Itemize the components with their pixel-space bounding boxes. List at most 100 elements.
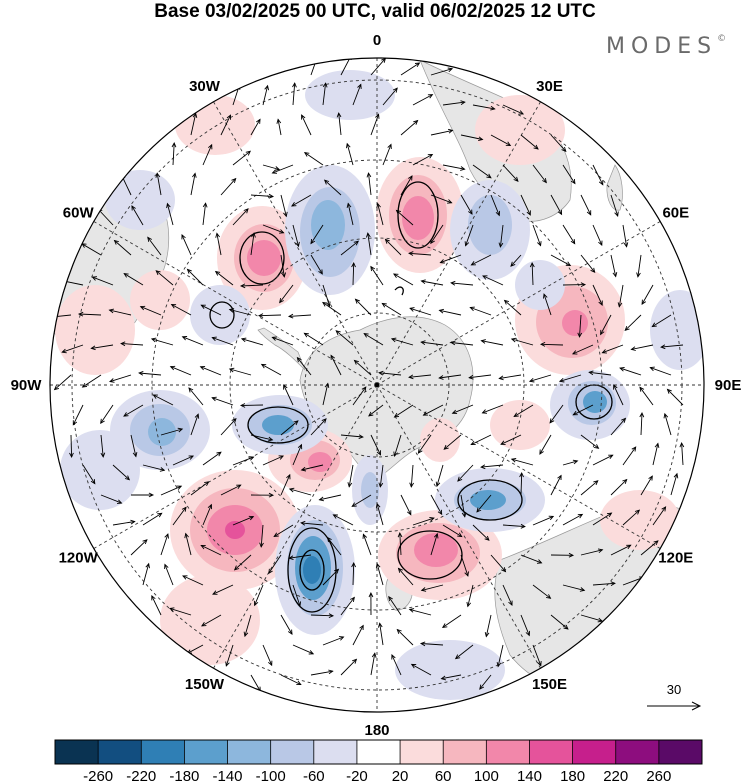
wind-arrow xyxy=(393,404,414,418)
wind-arrow xyxy=(649,366,672,376)
colorbar-swatch xyxy=(400,740,444,764)
wind-arrow xyxy=(250,193,275,199)
wind-arrow xyxy=(366,172,372,196)
colorbar-swatch xyxy=(356,740,401,764)
wind-arrow xyxy=(490,554,507,573)
wind-arrow xyxy=(562,513,584,526)
wind-arrow xyxy=(460,134,484,142)
wind-arrow xyxy=(409,307,432,316)
wind-arrow xyxy=(240,337,264,346)
wind-arrow xyxy=(233,554,252,571)
wind-arrow xyxy=(280,674,302,686)
colorbar-swatch xyxy=(658,740,703,764)
wind-arrow xyxy=(652,442,660,466)
wind-arrow xyxy=(259,524,264,548)
wind-arrow xyxy=(490,194,501,217)
meridian-label: 150W xyxy=(185,676,225,693)
wind-arrow xyxy=(562,282,587,288)
wind-arrow xyxy=(430,532,439,556)
wind-arrow xyxy=(190,172,197,196)
wind-arrow xyxy=(592,581,616,586)
wind-arrow xyxy=(438,374,462,380)
wind-arrow xyxy=(200,544,222,556)
wind-arrow xyxy=(215,232,222,256)
wind-arrow xyxy=(112,519,136,526)
wind-arrow xyxy=(580,254,596,273)
wind-arrow xyxy=(409,464,414,488)
wind-arrow xyxy=(580,194,592,216)
wind-arrow xyxy=(441,614,462,628)
wind-arrow xyxy=(435,464,444,488)
wind-arrow xyxy=(318,494,342,502)
wind-arrow xyxy=(510,254,522,267)
wind-arrow xyxy=(160,533,169,556)
wind-arrow xyxy=(472,164,492,179)
wind-arrow xyxy=(442,100,466,106)
colorbar-swatch xyxy=(184,740,229,764)
wind-arrow xyxy=(225,644,234,667)
wind-arrow xyxy=(164,563,174,586)
wind-arrow xyxy=(460,554,469,577)
wind-arrow xyxy=(430,128,454,136)
wind-arrow xyxy=(292,443,303,466)
wind-arrow xyxy=(262,164,281,171)
height-anomaly-positive xyxy=(55,95,680,665)
wind-arrow xyxy=(171,141,177,166)
wind-arrow xyxy=(72,404,84,426)
wind-arrow xyxy=(120,341,144,347)
wind-arrow xyxy=(502,164,519,182)
wind-arrow xyxy=(322,284,331,307)
wind-arrow xyxy=(532,584,552,599)
meridian-label: 90W xyxy=(11,377,43,394)
wind-arrow xyxy=(613,384,624,406)
map-title: Base 03/02/2025 00 UTC, valid 06/02/2025… xyxy=(154,1,596,22)
wind-arrow xyxy=(352,83,362,106)
colorbar-label: -100 xyxy=(256,768,286,783)
wind-arrow xyxy=(532,515,555,526)
wind-arrow xyxy=(262,84,270,106)
colorbar-label: 20 xyxy=(392,768,409,783)
wind-arrow xyxy=(400,119,419,136)
wind-arrow xyxy=(130,434,138,458)
wind-arrow xyxy=(184,532,192,556)
wind-arrow xyxy=(276,118,282,136)
wind-arrow xyxy=(232,515,255,526)
wind-arrow xyxy=(562,584,586,592)
colorbar-label: -220 xyxy=(126,768,156,783)
wind-arrow xyxy=(340,596,355,616)
wind-arrow xyxy=(571,344,594,355)
wind-arrow xyxy=(152,394,174,406)
wind-arrow xyxy=(292,584,302,607)
wind-arrow xyxy=(138,370,162,376)
wind-arrow xyxy=(147,236,162,256)
wind-arrow xyxy=(160,485,183,496)
colorbar-label: -140 xyxy=(213,768,243,783)
wind-arrow xyxy=(262,455,285,466)
wind-arrow xyxy=(457,464,474,482)
wind-arrow xyxy=(519,471,524,496)
pole-marker xyxy=(374,382,380,388)
wind-arrow xyxy=(288,487,312,496)
wind-arrow xyxy=(181,336,204,346)
wind-arrow xyxy=(310,613,335,619)
wind-arrow xyxy=(382,87,398,106)
wind-arrow xyxy=(502,104,525,115)
wind-arrow xyxy=(228,308,252,316)
wind-arrow xyxy=(610,478,628,496)
wind-arrow xyxy=(287,313,312,319)
wind-arrow xyxy=(451,404,474,415)
wind-arrow xyxy=(310,669,334,676)
colorbar-label: 100 xyxy=(474,768,499,783)
wind-arrow xyxy=(352,624,364,646)
colorbar-label: -20 xyxy=(346,768,368,783)
wind-arrow xyxy=(450,280,474,286)
wind-arrow xyxy=(100,434,106,458)
wind-arrow xyxy=(397,567,414,586)
wind-arrow xyxy=(351,261,356,286)
reference-vector-label: 30 xyxy=(667,682,681,697)
reference-vector: 30 xyxy=(647,682,702,711)
wind-arrow xyxy=(335,330,354,346)
wind-arrow xyxy=(378,370,402,376)
wind-arrow xyxy=(550,134,567,153)
wind-arrow xyxy=(330,354,342,376)
